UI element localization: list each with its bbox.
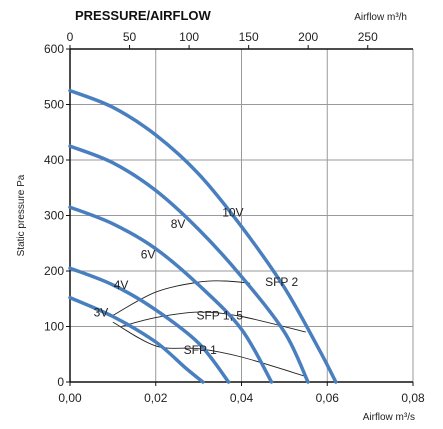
curve-label: 10V [222, 206, 243, 220]
y-axis-title: Static pressure Pa [16, 174, 27, 256]
x-tick-label: 0,02 [144, 391, 168, 405]
top-tick-label: 100 [179, 30, 199, 44]
y-tick-label: 600 [44, 42, 64, 56]
y-tick-label: 200 [44, 264, 64, 278]
top-tick-label: 50 [123, 30, 137, 44]
sfp-label: SFP 1 [184, 343, 217, 357]
sfp-label: SFP 1, 5 [196, 308, 243, 322]
top-tick-label: 0 [67, 30, 74, 44]
chart-title: PRESSURE/AIRFLOW [75, 8, 212, 23]
fan-curves [68, 88, 338, 384]
sfp-curves [112, 280, 306, 377]
bottom-axis-title: Airflow m³/s [363, 412, 415, 423]
top-tick-label: 200 [298, 30, 318, 44]
x-tick-label: 0,04 [230, 391, 254, 405]
curve-label: 3V [94, 306, 109, 320]
x-tick-label: 0,08 [401, 391, 425, 405]
curve-label: 6V [141, 247, 156, 261]
sfp-curve [112, 321, 306, 377]
tick-labels: 0 100 200 300 400 500 600 0,00 0,02 0,04 0,06 0,08 0… [44, 30, 425, 405]
curve-label: 4V [114, 278, 129, 292]
top-tick-label: 150 [239, 30, 259, 44]
sfp-label: SFP 2 [265, 275, 298, 289]
sfp-curve [112, 280, 251, 316]
x-tick-label: 0,06 [316, 391, 340, 405]
curve-label: 8V [171, 217, 186, 231]
y-tick-label: 500 [44, 98, 64, 112]
sfp-curve [121, 311, 306, 333]
y-tick-label: 300 [44, 209, 64, 223]
top-tick-label: 250 [358, 30, 378, 44]
fan-curve-4v [68, 266, 231, 384]
x-tick-label: 0,00 [58, 391, 82, 405]
fan-curve-10v [68, 88, 338, 384]
curve-labels: SFP 2 SFP 1, 5 SFP 1 10V 8V 6V 4V 3V [94, 206, 299, 357]
fan-curve-6v [68, 205, 274, 384]
y-tick-label: 0 [57, 375, 64, 389]
y-tick-label: 100 [44, 320, 64, 334]
fan-curve-3v [68, 295, 205, 384]
y-tick-label: 400 [44, 153, 64, 167]
top-axis-title: Airflow m³/h [354, 12, 407, 23]
fan-curve-8v [68, 144, 310, 384]
